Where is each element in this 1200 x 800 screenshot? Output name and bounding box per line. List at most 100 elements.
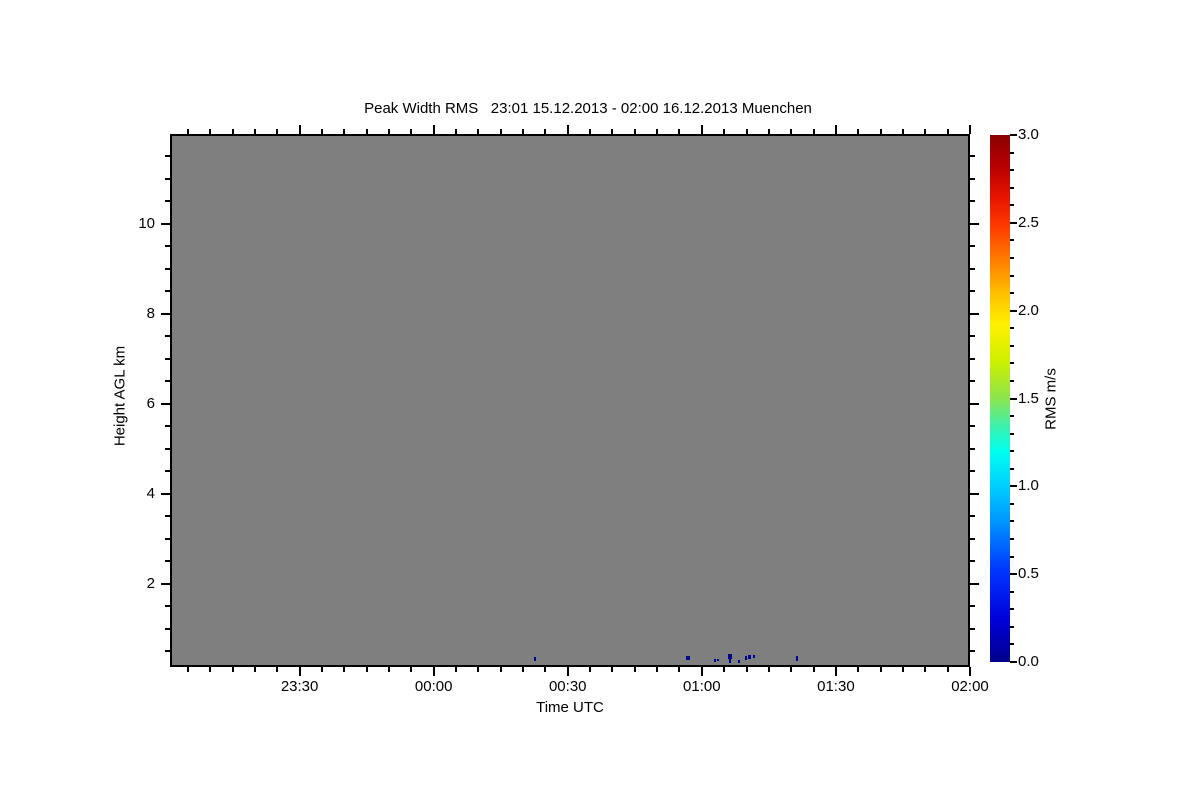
x-tick-label: 02:00 bbox=[951, 678, 989, 695]
y-axis-minor-tick bbox=[161, 583, 170, 585]
colorbar bbox=[990, 135, 1010, 662]
x-axis-top-tick bbox=[500, 129, 502, 134]
colorbar-tick-label: 2.0 bbox=[1018, 301, 1039, 319]
x-axis-minor-tick bbox=[232, 667, 234, 672]
colorbar-tick bbox=[1010, 538, 1014, 540]
colorbar-tick bbox=[1010, 327, 1014, 329]
y-axis-minor-tick bbox=[165, 155, 170, 157]
data-point bbox=[534, 657, 536, 661]
x-axis-minor-tick bbox=[790, 667, 792, 672]
data-point bbox=[728, 654, 732, 659]
colorbar-tick bbox=[1010, 398, 1017, 400]
x-axis-top-major-tick bbox=[433, 125, 435, 134]
colorbar-tick bbox=[1010, 626, 1014, 628]
y-axis-right-tick bbox=[970, 538, 975, 540]
y-axis-right-tick bbox=[970, 560, 975, 562]
x-axis-major-tick bbox=[701, 667, 703, 676]
x-axis-major-tick bbox=[299, 667, 301, 676]
x-axis-minor-tick bbox=[276, 667, 278, 672]
y-axis-minor-tick bbox=[161, 313, 170, 315]
data-point bbox=[796, 656, 798, 661]
x-axis-minor-tick bbox=[522, 667, 524, 672]
y-axis-right-tick bbox=[970, 650, 975, 652]
colorbar-tick bbox=[1010, 573, 1017, 575]
x-axis-top-major-tick bbox=[567, 125, 569, 134]
x-axis-top-tick bbox=[232, 129, 234, 134]
colorbar-tick bbox=[1010, 485, 1017, 487]
x-axis-minor-tick bbox=[477, 667, 479, 672]
colorbar-tick bbox=[1010, 362, 1014, 364]
y-axis-right-tick bbox=[970, 335, 975, 337]
y-axis-minor-tick bbox=[165, 178, 170, 180]
colorbar-tick bbox=[1010, 520, 1014, 522]
colorbar-tick bbox=[1010, 257, 1014, 259]
colorbar-tick-label: 0.0 bbox=[1018, 653, 1039, 670]
colorbar-tick bbox=[1010, 556, 1014, 558]
data-point bbox=[753, 655, 755, 658]
colorbar-tick-label: 3.0 bbox=[1018, 126, 1039, 143]
x-axis-minor-tick bbox=[634, 667, 636, 672]
x-axis-top-tick bbox=[388, 129, 390, 134]
y-axis-right-tick bbox=[970, 470, 975, 472]
y-axis-right-tick bbox=[970, 245, 975, 247]
x-axis-minor-tick bbox=[723, 667, 725, 672]
colorbar-tick bbox=[1010, 468, 1014, 470]
colorbar-tick bbox=[1010, 345, 1014, 347]
data-point bbox=[748, 655, 751, 659]
y-axis-minor-tick bbox=[165, 650, 170, 652]
x-axis-minor-tick bbox=[343, 667, 345, 672]
y-axis-minor-tick bbox=[165, 268, 170, 270]
x-axis-top-tick bbox=[276, 129, 278, 134]
colorbar-tick bbox=[1010, 661, 1017, 663]
x-tick-label: 01:30 bbox=[817, 678, 855, 695]
y-axis-right-tick bbox=[970, 515, 975, 517]
chart-title: Peak Width RMS 23:01 15.12.2013 - 02:00 … bbox=[364, 100, 812, 117]
y-axis-minor-tick bbox=[165, 628, 170, 630]
x-axis-top-tick bbox=[611, 129, 613, 134]
x-axis-top-tick bbox=[477, 129, 479, 134]
y-axis-right-tick bbox=[970, 358, 975, 360]
x-axis-top-tick bbox=[902, 129, 904, 134]
y-tick-label: 4 bbox=[146, 484, 155, 502]
x-axis-minor-tick bbox=[947, 667, 949, 672]
y-axis-minor-tick bbox=[165, 200, 170, 202]
colorbar-tick-label: 1.0 bbox=[1018, 477, 1039, 495]
x-axis-top-major-tick bbox=[969, 125, 971, 134]
x-axis-top-tick bbox=[522, 129, 524, 134]
y-axis-right-tick bbox=[970, 403, 979, 405]
y-axis-right-tick bbox=[970, 200, 975, 202]
x-axis-major-tick bbox=[433, 667, 435, 676]
colorbar-tick bbox=[1010, 239, 1014, 241]
y-axis-minor-tick bbox=[165, 538, 170, 540]
data-point bbox=[738, 660, 740, 663]
colorbar-tick bbox=[1010, 275, 1014, 277]
y-axis-right-tick bbox=[970, 313, 979, 315]
x-axis-top-tick bbox=[455, 129, 457, 134]
colorbar-tick bbox=[1010, 643, 1014, 645]
y-axis-minor-tick bbox=[165, 358, 170, 360]
y-axis-right-tick bbox=[970, 448, 975, 450]
x-axis-minor-tick bbox=[209, 667, 211, 672]
x-axis-top-tick bbox=[634, 129, 636, 134]
colorbar-tick bbox=[1010, 134, 1017, 136]
colorbar-tick bbox=[1010, 380, 1014, 382]
x-axis-top-tick bbox=[947, 129, 949, 134]
y-tick-label: 2 bbox=[146, 574, 155, 592]
y-tick-label: 6 bbox=[146, 394, 155, 412]
y-axis-minor-tick bbox=[161, 403, 170, 405]
data-point bbox=[686, 656, 690, 660]
y-axis-minor-tick bbox=[165, 335, 170, 337]
colorbar-tick bbox=[1010, 503, 1014, 505]
colorbar-tick-label: 1.5 bbox=[1018, 389, 1039, 407]
y-axis-right-tick bbox=[970, 380, 975, 382]
y-axis-minor-tick bbox=[165, 470, 170, 472]
x-axis-top-tick bbox=[410, 129, 412, 134]
x-axis-minor-tick bbox=[321, 667, 323, 672]
x-tick-label: 01:00 bbox=[683, 678, 721, 695]
x-axis-top-tick bbox=[187, 129, 189, 134]
x-axis-minor-tick bbox=[746, 667, 748, 672]
y-axis-minor-tick bbox=[165, 605, 170, 607]
y-axis-right-tick bbox=[970, 290, 975, 292]
y-axis-right-tick bbox=[970, 605, 975, 607]
x-axis-minor-tick bbox=[656, 667, 658, 672]
